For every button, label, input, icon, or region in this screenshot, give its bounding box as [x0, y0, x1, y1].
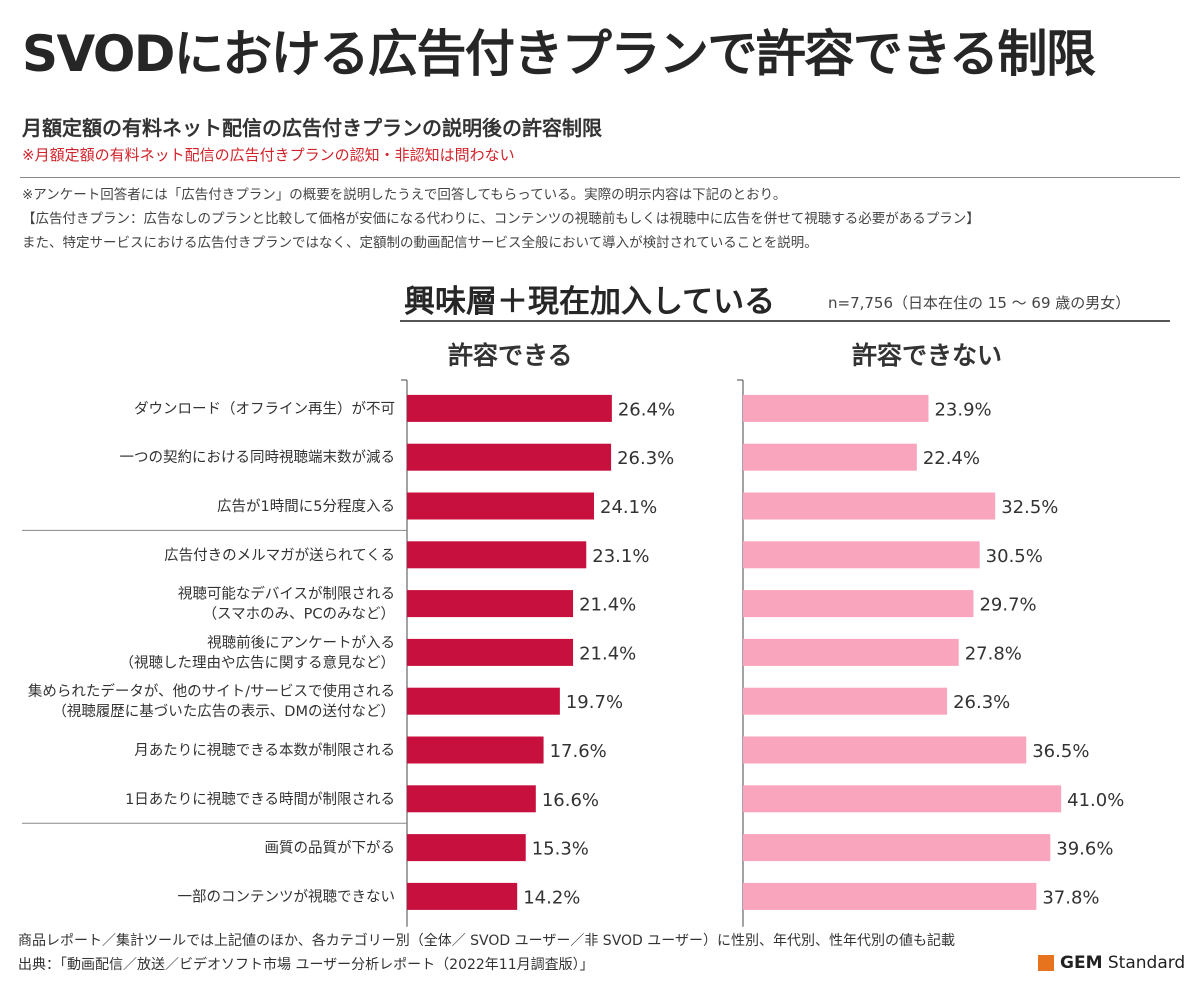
survey-note-1: ※アンケート回答者には「広告付きプラン」の概要を説明したうえで回答してもらってい… [22, 187, 787, 203]
bar-deny [743, 834, 1051, 862]
bar-allow [407, 590, 574, 618]
chart-subtitle: 月額定額の有料ネット配信の広告付きプランの説明後の許容制限 [22, 116, 602, 140]
bar-deny [743, 590, 974, 618]
bar-deny [743, 541, 980, 569]
value-label: 23.1% [592, 546, 649, 567]
brand-logo: GEM Standard [1038, 953, 1185, 973]
bar-deny [743, 882, 1037, 910]
category-label: 一部のコンテンツが視聴できない [178, 888, 396, 905]
bar-deny [743, 785, 1062, 813]
value-label: 26.3% [953, 692, 1010, 713]
category-label: （スマホのみ、PCのみなど） [203, 606, 395, 623]
value-label: 39.6% [1056, 839, 1113, 860]
bar-allow [407, 882, 518, 910]
value-label: 24.1% [600, 497, 657, 518]
bar-allow [407, 736, 544, 764]
survey-note-2: 【広告付きプラン：広告なしのプランと比較して価格が安価になる代わりに、コンテンツ… [22, 211, 980, 227]
source-note: 出典：「動画配信／放送／ビデオソフト市場 ユーザー分析レポート（2022年11月… [18, 957, 594, 973]
value-label: 26.4% [618, 399, 675, 420]
value-label: 17.6% [550, 741, 607, 762]
bar-deny [743, 638, 959, 666]
value-label: 14.2% [523, 887, 580, 908]
value-label: 22.4% [923, 448, 980, 469]
bar-deny [743, 394, 929, 422]
column-header-allow: 許容できる [448, 341, 573, 370]
bar-allow [407, 638, 574, 666]
column-header-deny: 許容できない [852, 341, 1003, 370]
value-label: 30.5% [986, 546, 1043, 567]
subtitle-note: ※月額定額の有料ネット配信の広告付きプランの認知・非認知は問わない [22, 146, 515, 164]
category-label: 広告が1時間に5分程度入る [217, 498, 395, 515]
value-label: 21.4% [579, 643, 636, 664]
value-label: 16.6% [542, 790, 599, 811]
bar-allow [407, 443, 612, 471]
bar-allow [407, 785, 536, 813]
bar-allow [407, 492, 595, 520]
value-label: 27.8% [965, 643, 1022, 664]
category-label: 視聴可能なデバイスが制限される [178, 585, 395, 603]
bar-allow [407, 834, 526, 862]
header-divider [20, 177, 1180, 178]
value-label: 15.3% [532, 839, 589, 860]
value-label: 41.0% [1067, 790, 1124, 811]
section-title: 興味層＋現在加入している [404, 284, 776, 320]
section-underline [400, 320, 1170, 322]
logo-text-bold: GEM [1060, 953, 1103, 973]
logo-text-rest: Standard [1102, 953, 1186, 973]
value-label: 29.7% [979, 595, 1036, 616]
value-label: 26.3% [617, 448, 674, 469]
category-label: 月あたりに視聴できる本数が制限される [134, 742, 395, 759]
bar-deny [743, 736, 1027, 764]
category-label: 一つの契約における同時視聴端末数が減る [120, 449, 396, 466]
logo-mark-icon [1038, 955, 1054, 971]
value-label: 23.9% [934, 399, 991, 420]
page-title: SVODにおける広告付きプランで許容できる制限 [22, 25, 1096, 83]
bar-allow [407, 394, 612, 422]
category-label: （視聴履歴に基づいた広告の表示、DMの送付など） [52, 703, 395, 720]
bar-deny [743, 492, 996, 520]
bar-allow [407, 687, 560, 715]
category-label: 視聴前後にアンケートが入る [207, 634, 395, 651]
value-label: 21.4% [579, 595, 636, 616]
footer-note: 商品レポート／集計ツールでは上記値のほか、各カテゴリー別（全体／ SVOD ユー… [18, 933, 955, 949]
category-label: ダウンロード（オフライン再生）が不可 [134, 400, 395, 417]
value-label: 37.8% [1042, 887, 1099, 908]
bar-deny [743, 687, 948, 715]
bar-deny [743, 443, 917, 471]
bar-allow [407, 541, 587, 569]
category-label: 1日あたりに視聴できる時間が制限される [125, 791, 395, 808]
survey-note-3: また、特定サービスにおける広告付きプランではなく、定額制の動画配信サービス全般に… [22, 235, 818, 251]
category-label: 広告付きのメルマガが送られてくる [164, 547, 395, 564]
category-label: （視聴した理由や広告に関する意見など） [120, 653, 396, 671]
category-label: 集められたデータが、他のサイト/サービスで使用される [28, 682, 395, 700]
value-label: 36.5% [1032, 741, 1089, 762]
value-label: 19.7% [566, 692, 623, 713]
category-label: 画質の品質が下がる [265, 839, 396, 857]
value-label: 32.5% [1001, 497, 1058, 518]
sample-size-note: n=7,756（日本在住の 15 ～ 69 歳の男女） [828, 294, 1131, 312]
